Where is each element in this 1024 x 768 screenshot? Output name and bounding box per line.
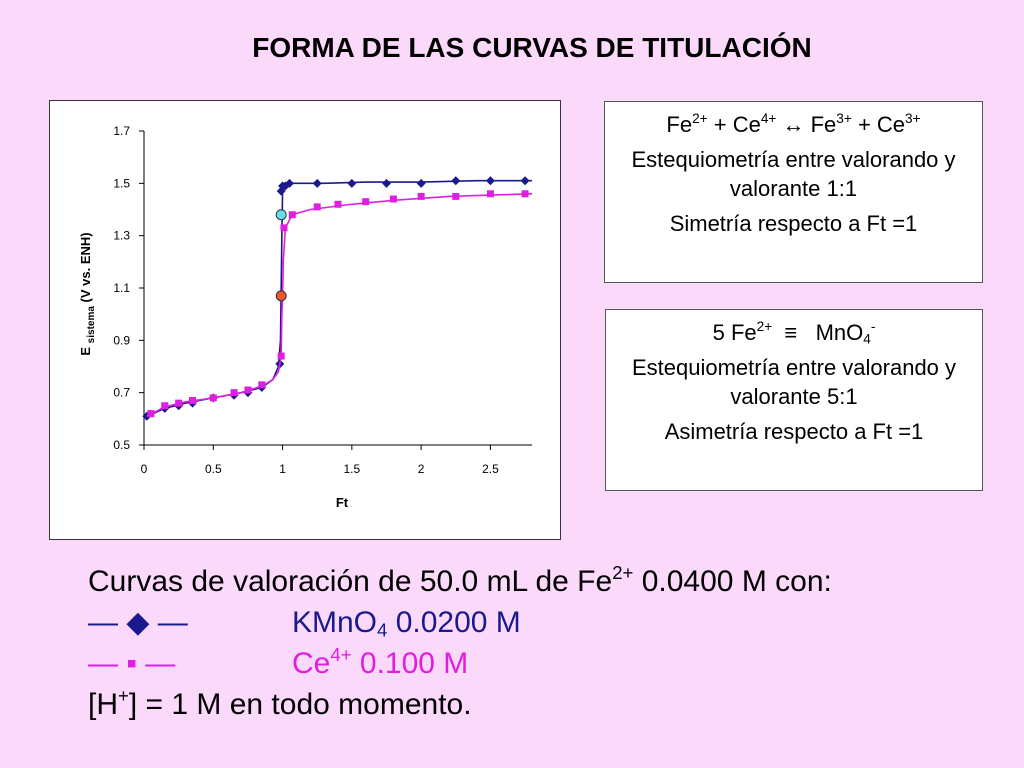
square-point: [334, 200, 342, 208]
y-axis-label: E sistema (V vs. ENH): [78, 232, 97, 355]
legend-ce: — ▪ — Ce4+ 0.100 M: [88, 643, 988, 684]
square-point: [277, 352, 285, 360]
series-line-1: [146, 179, 532, 417]
square-point: [288, 211, 296, 219]
x-tick-label: 1.5: [344, 462, 361, 476]
y-tick-label: 0.7: [113, 386, 130, 400]
x-tick-label: 1: [279, 462, 286, 476]
square-marker-icon: — ▪ —: [88, 647, 176, 680]
square-point: [189, 397, 196, 405]
square-point: [521, 190, 529, 198]
square-point: [209, 394, 217, 402]
y-tick-label: 1.7: [113, 124, 130, 138]
stoichiometry-text: Estequiometría entre valorando y valoran…: [631, 147, 956, 201]
x-tick-label: 0: [141, 462, 148, 476]
series-line-2: [146, 193, 533, 417]
diamond-marker-icon: — ◆ —: [88, 606, 188, 639]
slide-title: FORMA DE LAS CURVAS DE TITULACIÓN: [252, 32, 812, 63]
square-point: [313, 203, 321, 211]
square-point: [417, 192, 425, 200]
square-point: [486, 190, 494, 198]
reaction-equation-mno4: 5 Fe2+ ≡ MnO4-: [712, 319, 876, 347]
acidity-note: [H+] = 1 M en todo momento.: [88, 684, 472, 721]
square-point: [161, 402, 169, 410]
y-tick-label: 0.9: [113, 333, 130, 347]
chart-svg: 0.5 0.7 0.9 1.1 1.3 1.5 1.7 0 0.5 1 1.5 2 2.5 Ft E sis…: [78, 124, 533, 510]
x-axis-label: Ft: [336, 495, 349, 510]
square-point: [389, 195, 397, 203]
y-tick-label: 1.1: [113, 281, 130, 295]
legend-kmno4: — ◆ — KMnO4 0.0200 M: [88, 602, 988, 643]
legend-label-kmno4: KMnO4 0.0200 M: [292, 606, 521, 641]
equivalence-point: [275, 290, 287, 302]
stoichiometry-text: Estequiometría entre valorando y valoran…: [631, 355, 957, 409]
square-point: [452, 192, 460, 200]
asymmetry-text: Asimetría respecto a Ft =1: [664, 419, 924, 444]
square-point: [280, 224, 288, 232]
caption-line: Curvas de valoración de 50.0 mL de Fe2+ …: [88, 561, 832, 598]
square-point: [362, 198, 370, 206]
diamond-point: [285, 178, 294, 188]
caption-block: Curvas de valoración de 50.0 mL de Fe2+ …: [88, 561, 988, 725]
legend-label-ce: Ce4+ 0.100 M: [292, 643, 469, 680]
symmetry-text: Simetría respecto a Ft =1: [669, 211, 918, 236]
square-point: [175, 399, 183, 407]
y-tick-label: 1.5: [113, 176, 130, 190]
diamond-point: [520, 176, 530, 186]
titration-chart: 0.5 0.7 0.9 1.1 1.3 1.5 1.7 0 0.5 1 1.5 2 2.5 Ft E sis…: [49, 100, 561, 540]
x-tick-label: 2.5: [482, 462, 499, 476]
equivalence-point: [275, 209, 287, 221]
square-point: [244, 386, 252, 394]
diamond-point: [485, 176, 495, 186]
diamond-point: [416, 178, 426, 188]
reaction-equation-ce: Fe2+ + Ce4+ ↔ Fe3+ + Ce3+: [666, 111, 921, 137]
y-tick-label: 1.3: [113, 229, 130, 243]
diamond-point: [276, 186, 286, 196]
y-tick-label: 0.5: [113, 438, 130, 452]
square-point: [258, 381, 266, 389]
square-point: [230, 389, 238, 397]
diamond-point: [382, 178, 391, 188]
diamond-point: [451, 176, 461, 186]
stoichiometry-box-ce: Fe2+ + Ce4+ ↔ Fe3+ + Ce3+ Estequiometría…: [604, 101, 983, 283]
x-tick-label: 0.5: [205, 462, 222, 476]
diamond-point: [312, 178, 322, 188]
stoichiometry-box-mno4: 5 Fe2+ ≡ MnO4- Estequiometría entre valo…: [605, 309, 983, 491]
x-tick-label: 2: [418, 462, 425, 476]
diamond-point: [347, 178, 357, 188]
square-point: [147, 410, 155, 418]
